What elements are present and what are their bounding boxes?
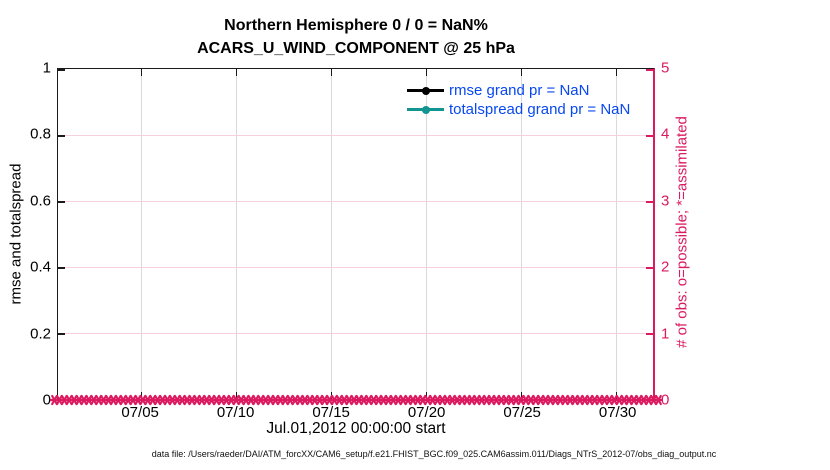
left-y-axis-label: rmse and totalspread: [7, 163, 25, 305]
x-tick-label: 07/10: [216, 404, 255, 421]
left-y-axis-tick: [58, 201, 65, 203]
right-y-axis-tick: [646, 201, 653, 203]
left-y-axis-tick: [58, 267, 65, 269]
left-tick-label: 0.2: [30, 325, 51, 343]
left-y-axis-tick: [58, 333, 65, 335]
chart-title-line1: Northern Hemisphere 0 / 0 = NaN%: [224, 17, 488, 34]
vertical-gridline: [425, 69, 427, 399]
x-axis-label: Jul.01,2012 00:00:00 start: [266, 420, 446, 437]
x-axis-tick: [520, 392, 523, 399]
right-y-axis-label: # of obs: o=possible; *=assimilated: [673, 116, 691, 348]
legend: rmse grand pr = NaN totalspread grand pr …: [407, 81, 630, 119]
x-tick-label: 07/05: [121, 404, 159, 421]
horizontal-gridline: [58, 333, 653, 334]
left-tick-label: 1: [42, 59, 51, 77]
x-axis-tick: [235, 392, 238, 399]
right-tick-label: 3: [661, 192, 670, 210]
left-tick-label: 0.4: [30, 258, 51, 276]
vertical-gridline: [235, 69, 237, 399]
legend-line-sample: [407, 105, 444, 114]
right-tick-label: 4: [661, 125, 670, 143]
x-axis-top-tick: [425, 69, 428, 76]
obs-count-marker-band: [48, 392, 665, 408]
legend-entry-1: totalspread grand pr = NaN: [407, 100, 630, 119]
right-y-axis-tick: [646, 333, 653, 335]
x-tick-label: 07/15: [312, 404, 350, 421]
horizontal-gridline: [58, 135, 653, 136]
vertical-gridline: [520, 69, 522, 399]
assimilated-obs-asterisk-markers: [48, 394, 665, 406]
horizontal-gridline: [58, 267, 653, 268]
vertical-gridline: [330, 69, 332, 399]
chart-title-line2: ACARS_U_WIND_COMPONENT @ 25 hPa: [197, 40, 515, 57]
x-axis-top-tick: [140, 69, 143, 76]
legend-entry-0: rmse grand pr = NaN: [407, 81, 630, 100]
x-axis-top-tick: [615, 69, 618, 76]
x-axis-top-tick: [235, 69, 238, 76]
vertical-gridline: [615, 69, 617, 399]
legend-circle-marker-icon: [421, 105, 430, 114]
right-y-axis-tick: [646, 267, 653, 269]
legend-circle-marker-icon: [421, 86, 430, 95]
legend-line-sample: [407, 86, 444, 95]
right-tick-label: 2: [661, 258, 670, 276]
left-tick-label: 0.8: [30, 125, 51, 143]
left-tick-label: 0: [42, 391, 51, 409]
legend-entry-label: totalspread grand pr = NaN: [449, 101, 631, 118]
data-file-path: data file: /Users/raeder/DAI/ATM_forcXX/…: [151, 449, 717, 459]
x-tick-label: 07/30: [598, 404, 637, 421]
x-tick-label: 07/25: [503, 404, 541, 421]
legend-entry-label: rmse grand pr = NaN: [449, 82, 590, 99]
chart-title-block: Northern Hemisphere 0 / 0 = NaN% ACARS_U…: [57, 14, 655, 60]
right-tick-label: 1: [661, 325, 670, 343]
right-y-axis-tick: [646, 135, 653, 137]
right-tick-label: 0: [661, 391, 670, 409]
left-y-axis-tick: [58, 135, 65, 137]
vertical-gridline: [140, 69, 142, 399]
x-axis-tick: [425, 392, 428, 399]
left-y-axis-tick: [58, 69, 65, 71]
x-axis-top-tick: [520, 69, 523, 76]
left-tick-label: 0.6: [30, 192, 51, 210]
x-axis-top-tick: [330, 69, 333, 76]
right-tick-label: 5: [661, 59, 670, 77]
horizontal-gridline: [58, 201, 653, 202]
x-tick-label: 07/20: [407, 404, 446, 421]
right-y-axis-tick: [646, 69, 653, 71]
